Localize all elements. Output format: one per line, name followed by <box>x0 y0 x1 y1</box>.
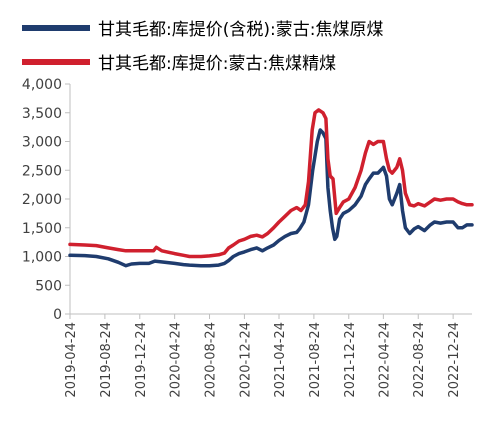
x-tick-label: 2022-08-24 <box>412 322 427 398</box>
series-layer <box>68 108 474 268</box>
y-tick-label: 2,500 <box>22 163 62 179</box>
x-tick-label: 2019-12-24 <box>134 322 149 398</box>
x-axis: 2019-04-24 2019-08-24 2019-12-24 2020-04-24… <box>64 313 472 398</box>
legend-entry-coal-washed: 甘其毛都:库提价:蒙古:焦煤精煤 <box>22 54 336 74</box>
x-tick-label: 2022-04-24 <box>377 322 392 398</box>
y-tick-label: 0 <box>53 307 62 323</box>
y-tick-label: 500 <box>35 278 62 294</box>
x-tick-label: 2021-08-24 <box>308 322 323 398</box>
legend-entry-coal-raw: 甘其毛都:库提价(含税):蒙古:焦煤原煤 <box>22 20 383 40</box>
y-tick-label: 3,000 <box>22 135 62 151</box>
series-line-coal-raw <box>68 128 474 268</box>
legend: 甘其毛都:库提价(含税):蒙古:焦煤原煤 甘其毛都:库提价:蒙古:焦煤精煤 <box>22 20 383 74</box>
y-axis: 0 500 1,000 1,500 2,000 2,500 3,000 3,500 4,000 <box>22 77 71 323</box>
series-line-coal-washed <box>68 108 474 259</box>
x-tick-label: 2020-12-24 <box>238 322 253 398</box>
y-tick-label: 1,500 <box>22 221 62 237</box>
x-tick-label: 2019-04-24 <box>64 322 79 398</box>
x-tick-label: 2021-04-24 <box>273 322 288 398</box>
y-tick-label: 2,000 <box>22 192 62 208</box>
y-tick-label: 1,000 <box>22 250 62 266</box>
x-tick-label: 2020-04-24 <box>169 322 184 398</box>
y-tick-label: 4,000 <box>22 77 62 93</box>
x-tick-label: 2022-12-24 <box>447 322 462 398</box>
x-tick-label: 2021-12-24 <box>343 322 358 398</box>
legend-label-coal-raw: 甘其毛都:库提价(含税):蒙古:焦煤原煤 <box>98 20 383 40</box>
x-tick-label: 2019-08-24 <box>99 322 114 398</box>
legend-label-coal-washed: 甘其毛都:库提价:蒙古:焦煤精煤 <box>98 54 336 74</box>
x-tick-label: 2020-08-24 <box>204 322 219 398</box>
y-tick-label: 3,500 <box>22 106 62 122</box>
